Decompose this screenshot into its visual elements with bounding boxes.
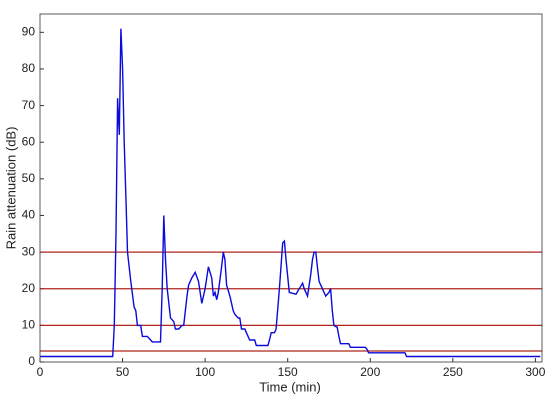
y-tick-label: 0 (28, 354, 35, 368)
x-tick-label: 0 (37, 365, 44, 379)
x-tick-label: 200 (360, 365, 380, 379)
y-tick-label: 90 (22, 24, 36, 38)
y-tick-label: 80 (22, 61, 36, 75)
x-tick-label: 100 (195, 365, 215, 379)
plot-frame (39, 13, 543, 363)
x-axis-label: Time (min) (259, 379, 321, 394)
x-tick-label: 250 (443, 365, 463, 379)
y-tick-label: 10 (22, 318, 36, 332)
y-tick-label: 70 (22, 98, 36, 112)
data-line (40, 28, 541, 358)
y-tick-label: 60 (22, 134, 36, 148)
y-tick-label: 30 (22, 244, 36, 258)
y-axis-label: Rain attenuation (dB) (3, 127, 18, 250)
x-tick-label: 150 (278, 365, 298, 379)
x-tick-label: 300 (525, 365, 545, 379)
x-tick-label: 50 (116, 365, 130, 379)
y-tick-label: 40 (22, 208, 36, 222)
y-tick-label: 20 (22, 281, 36, 295)
y-tick-label: 50 (22, 171, 36, 185)
